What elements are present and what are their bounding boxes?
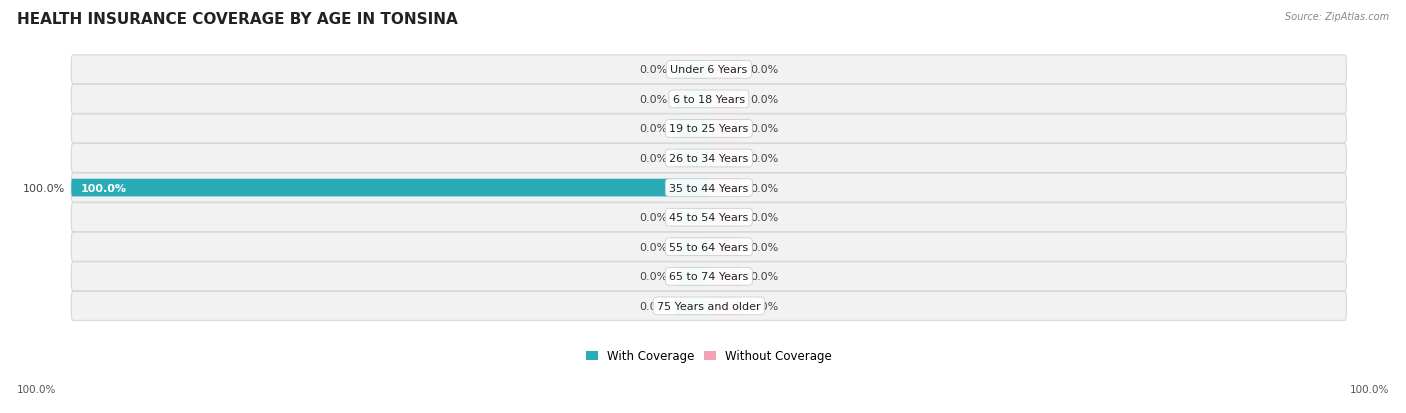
Text: 0.0%: 0.0% [751, 65, 779, 75]
Text: 6 to 18 Years: 6 to 18 Years [673, 95, 745, 104]
FancyBboxPatch shape [676, 238, 709, 256]
FancyBboxPatch shape [72, 203, 1347, 232]
FancyBboxPatch shape [709, 179, 741, 197]
FancyBboxPatch shape [709, 150, 741, 168]
Text: 35 to 44 Years: 35 to 44 Years [669, 183, 748, 193]
FancyBboxPatch shape [676, 268, 709, 285]
Text: 45 to 54 Years: 45 to 54 Years [669, 213, 748, 223]
Text: 0.0%: 0.0% [751, 272, 779, 282]
Text: 0.0%: 0.0% [640, 242, 668, 252]
FancyBboxPatch shape [709, 209, 741, 226]
Text: 0.0%: 0.0% [640, 95, 668, 104]
Text: 0.0%: 0.0% [751, 183, 779, 193]
FancyBboxPatch shape [72, 233, 1347, 261]
Text: 0.0%: 0.0% [640, 124, 668, 134]
Text: 0.0%: 0.0% [640, 272, 668, 282]
Text: 0.0%: 0.0% [751, 124, 779, 134]
Text: 19 to 25 Years: 19 to 25 Years [669, 124, 748, 134]
Text: 100.0%: 100.0% [1350, 385, 1389, 394]
FancyBboxPatch shape [676, 120, 709, 138]
FancyBboxPatch shape [72, 262, 1347, 291]
FancyBboxPatch shape [709, 91, 741, 109]
Text: 0.0%: 0.0% [751, 242, 779, 252]
FancyBboxPatch shape [72, 56, 1347, 85]
FancyBboxPatch shape [72, 179, 709, 197]
FancyBboxPatch shape [709, 238, 741, 256]
Text: 0.0%: 0.0% [640, 213, 668, 223]
Text: 0.0%: 0.0% [640, 301, 668, 311]
Text: 75 Years and older: 75 Years and older [657, 301, 761, 311]
FancyBboxPatch shape [72, 115, 1347, 144]
Text: HEALTH INSURANCE COVERAGE BY AGE IN TONSINA: HEALTH INSURANCE COVERAGE BY AGE IN TONS… [17, 12, 457, 27]
FancyBboxPatch shape [709, 297, 741, 315]
Legend: With Coverage, Without Coverage: With Coverage, Without Coverage [581, 345, 837, 367]
Text: 55 to 64 Years: 55 to 64 Years [669, 242, 748, 252]
FancyBboxPatch shape [709, 268, 741, 285]
FancyBboxPatch shape [676, 91, 709, 109]
FancyBboxPatch shape [676, 297, 709, 315]
Text: Source: ZipAtlas.com: Source: ZipAtlas.com [1285, 12, 1389, 22]
Text: Under 6 Years: Under 6 Years [671, 65, 748, 75]
FancyBboxPatch shape [72, 174, 1347, 203]
Text: 0.0%: 0.0% [640, 65, 668, 75]
Text: 65 to 74 Years: 65 to 74 Years [669, 272, 748, 282]
FancyBboxPatch shape [72, 144, 1347, 173]
Text: 0.0%: 0.0% [751, 213, 779, 223]
Text: 100.0%: 100.0% [17, 385, 56, 394]
FancyBboxPatch shape [709, 120, 741, 138]
FancyBboxPatch shape [676, 150, 709, 168]
Text: 0.0%: 0.0% [640, 154, 668, 164]
Text: 0.0%: 0.0% [751, 301, 779, 311]
Text: 26 to 34 Years: 26 to 34 Years [669, 154, 748, 164]
FancyBboxPatch shape [72, 85, 1347, 114]
Text: 100.0%: 100.0% [82, 183, 127, 193]
FancyBboxPatch shape [709, 61, 741, 79]
Text: 0.0%: 0.0% [751, 154, 779, 164]
FancyBboxPatch shape [676, 209, 709, 226]
Text: 0.0%: 0.0% [751, 95, 779, 104]
FancyBboxPatch shape [676, 61, 709, 79]
Text: 100.0%: 100.0% [22, 183, 65, 193]
FancyBboxPatch shape [72, 292, 1347, 320]
